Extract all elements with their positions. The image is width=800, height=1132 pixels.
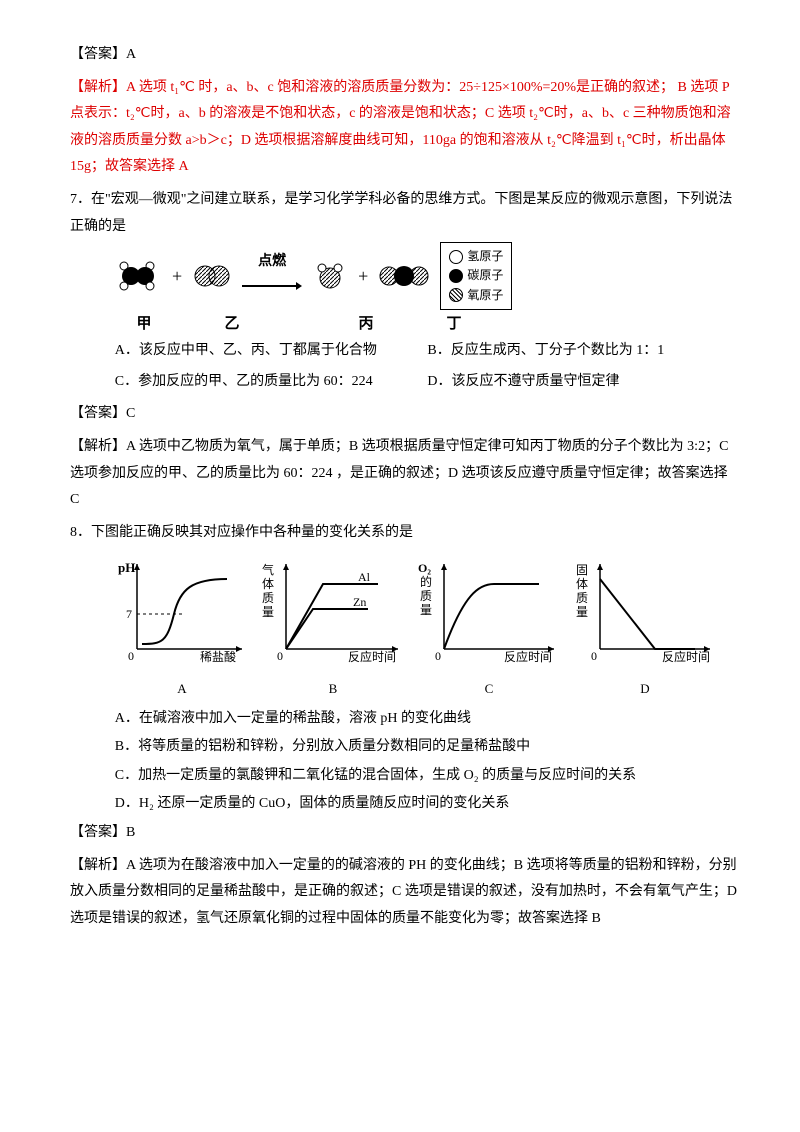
- chartA-ylabel: pH: [118, 560, 135, 575]
- svg-text:量: 量: [262, 605, 274, 619]
- q8-opt-c: C．加热一定质量的氯酸钾和二氧化锰的混合固体，生成 O₂ 的质量与反应时间的关系: [115, 763, 740, 790]
- q8-text: 下图能正确反映其对应操作中各种量的变化关系的是: [91, 525, 413, 540]
- svg-text:量: 量: [420, 603, 432, 617]
- chartC-xlabel: 反应时间: [504, 649, 552, 664]
- q7-opt-b: B．反应生成丙、丁分子个数比为 1：1: [427, 338, 740, 365]
- svg-text:质: 质: [420, 589, 432, 603]
- chartC-sub: C: [414, 677, 564, 702]
- q7-opt-d: D．该反应不遵守质量守恒定律: [427, 369, 740, 396]
- chartB-al: Al: [358, 570, 371, 584]
- q8-charts: pH 7 0 稀盐酸 A 气 体 质 量 Al Zn 0 反应时间 B: [112, 554, 740, 701]
- svg-text:0: 0: [591, 649, 597, 663]
- q6-answer: 【答案】A: [70, 42, 740, 69]
- q7-num: 7．: [70, 192, 91, 207]
- chartD-xlabel: 反应时间: [662, 649, 710, 664]
- svg-text:固: 固: [576, 563, 588, 577]
- q8-opt-d: D．H₂ 还原一定质量的 CuO，固体的质量随反应时间的变化关系: [115, 791, 740, 818]
- q6-answer-label: 【答案】A: [70, 47, 136, 62]
- q7-stem: 7．在"宏观—微观"之间建立联系，是学习化学学科必备的思维方式。下图是某反应的微…: [70, 187, 740, 240]
- q8-stem: 8．下图能正确反映其对应操作中各种量的变化关系的是: [70, 520, 740, 547]
- q7-text: 在"宏观—微观"之间建立联系，是学习化学学科必备的思维方式。下图是某反应的微观示…: [70, 192, 732, 234]
- q8-options: A．在碱溶液中加入一定量的稀盐酸，溶液 pH 的变化曲线 B．将等质量的铝粉和锌…: [115, 706, 740, 818]
- q8-answer-label: 【答案】B: [70, 825, 135, 840]
- lbl-bing: 丙: [346, 310, 386, 339]
- q8-analysis-label: 【解析】: [70, 858, 126, 873]
- q8-analysis-text: A 选项为在酸溶液中加入一定量的的碱溶液的 PH 的变化曲线；B 选项将等质量的…: [70, 858, 737, 926]
- chartB-xlabel: 反应时间: [348, 649, 396, 664]
- chartB-zn: Zn: [353, 595, 366, 609]
- q7-opt-c: C．参加反应的甲、乙的质量比为 60：224: [115, 369, 428, 396]
- chartA-sub: A: [112, 677, 252, 702]
- q8-opt-b: B．将等质量的铝粉和锌粉，分别放入质量分数相同的足量稀盐酸中: [115, 734, 740, 761]
- legend-o: 氧原子: [467, 286, 503, 305]
- svg-text:体: 体: [576, 577, 588, 591]
- chart-d: 固 体 质 量 0 反应时间 D: [570, 554, 720, 701]
- svg-text:的: 的: [420, 574, 432, 589]
- q6-analysis-text: A 选项 t₁℃ 时，a、b、c 饱和溶液的溶质质量分数为：25÷125×100…: [70, 80, 731, 175]
- q8-num: 8．: [70, 525, 91, 540]
- arrow-label: 点燃: [242, 249, 302, 276]
- svg-text:0: 0: [277, 649, 283, 663]
- mol-ding: [376, 256, 432, 296]
- svg-text:0: 0: [435, 649, 441, 663]
- q7-answer: 【答案】C: [70, 401, 740, 428]
- mol-bing: [310, 256, 350, 296]
- q8-analysis: 【解析】A 选项为在酸溶液中加入一定量的的碱溶液的 PH 的变化曲线；B 选项将…: [70, 853, 740, 933]
- lbl-jia: 甲: [118, 310, 170, 339]
- q8-opt-a: A．在碱溶液中加入一定量的稀盐酸，溶液 pH 的变化曲线: [115, 706, 740, 733]
- chartA-xlabel: 稀盐酸: [200, 649, 236, 664]
- q7-answer-label: 【答案】C: [70, 406, 135, 421]
- q7-options: A．该反应中甲、乙、丙、丁都属于化合物 B．反应生成丙、丁分子个数比为 1：1 …: [115, 338, 740, 399]
- chart-c: O₂ 的 质 量 0 反应时间 C: [414, 554, 564, 701]
- mol-jia: [112, 256, 164, 296]
- mol-yi: [190, 256, 234, 296]
- q6-analysis: 【解析】A 选项 t₁℃ 时，a、b、c 饱和溶液的溶质质量分数为：25÷125…: [70, 75, 740, 181]
- q7-analysis: 【解析】A 选项中乙物质为氧气，属于单质；B 选项根据质量守恒定律可知丙丁物质的…: [70, 434, 740, 514]
- plus2: +: [358, 259, 368, 293]
- chartB-yl1: 气: [262, 562, 274, 577]
- lbl-yi: 乙: [210, 310, 254, 339]
- q7-reaction-figure: + 点燃 + 氢原子 碳原子 氧原子: [112, 242, 740, 310]
- atom-legend: 氢原子 碳原子 氧原子: [440, 242, 512, 310]
- q7-opt-a: A．该反应中甲、乙、丙、丁都属于化合物: [115, 338, 428, 365]
- lbl-ding: 丁: [426, 310, 482, 339]
- chart-b: 气 体 质 量 Al Zn 0 反应时间 B: [258, 554, 408, 701]
- q8-answer: 【答案】B: [70, 820, 740, 847]
- legend-c: 碳原子: [467, 266, 503, 285]
- svg-text:O₂: O₂: [418, 561, 431, 575]
- reaction-arrow: 点燃: [242, 249, 302, 302]
- svg-text:0: 0: [128, 649, 134, 663]
- svg-text:体: 体: [262, 577, 274, 591]
- chartB-sub: B: [258, 677, 408, 702]
- svg-text:质: 质: [262, 591, 274, 605]
- mol-labels: 甲 乙 丙 丁: [118, 310, 740, 339]
- chartD-sub: D: [570, 677, 720, 702]
- q6-analysis-label: 【解析】: [70, 80, 126, 95]
- svg-text:量: 量: [576, 605, 588, 619]
- q7-analysis-label: 【解析】: [70, 439, 126, 454]
- plus1: +: [172, 259, 182, 293]
- legend-h: 氢原子: [467, 247, 503, 266]
- svg-text:质: 质: [576, 591, 588, 605]
- chart-a: pH 7 0 稀盐酸 A: [112, 554, 252, 701]
- chartA-y7: 7: [126, 607, 132, 621]
- q7-analysis-text: A 选项中乙物质为氧气，属于单质；B 选项根据质量守恒定律可知丙丁物质的分子个数…: [70, 439, 728, 507]
